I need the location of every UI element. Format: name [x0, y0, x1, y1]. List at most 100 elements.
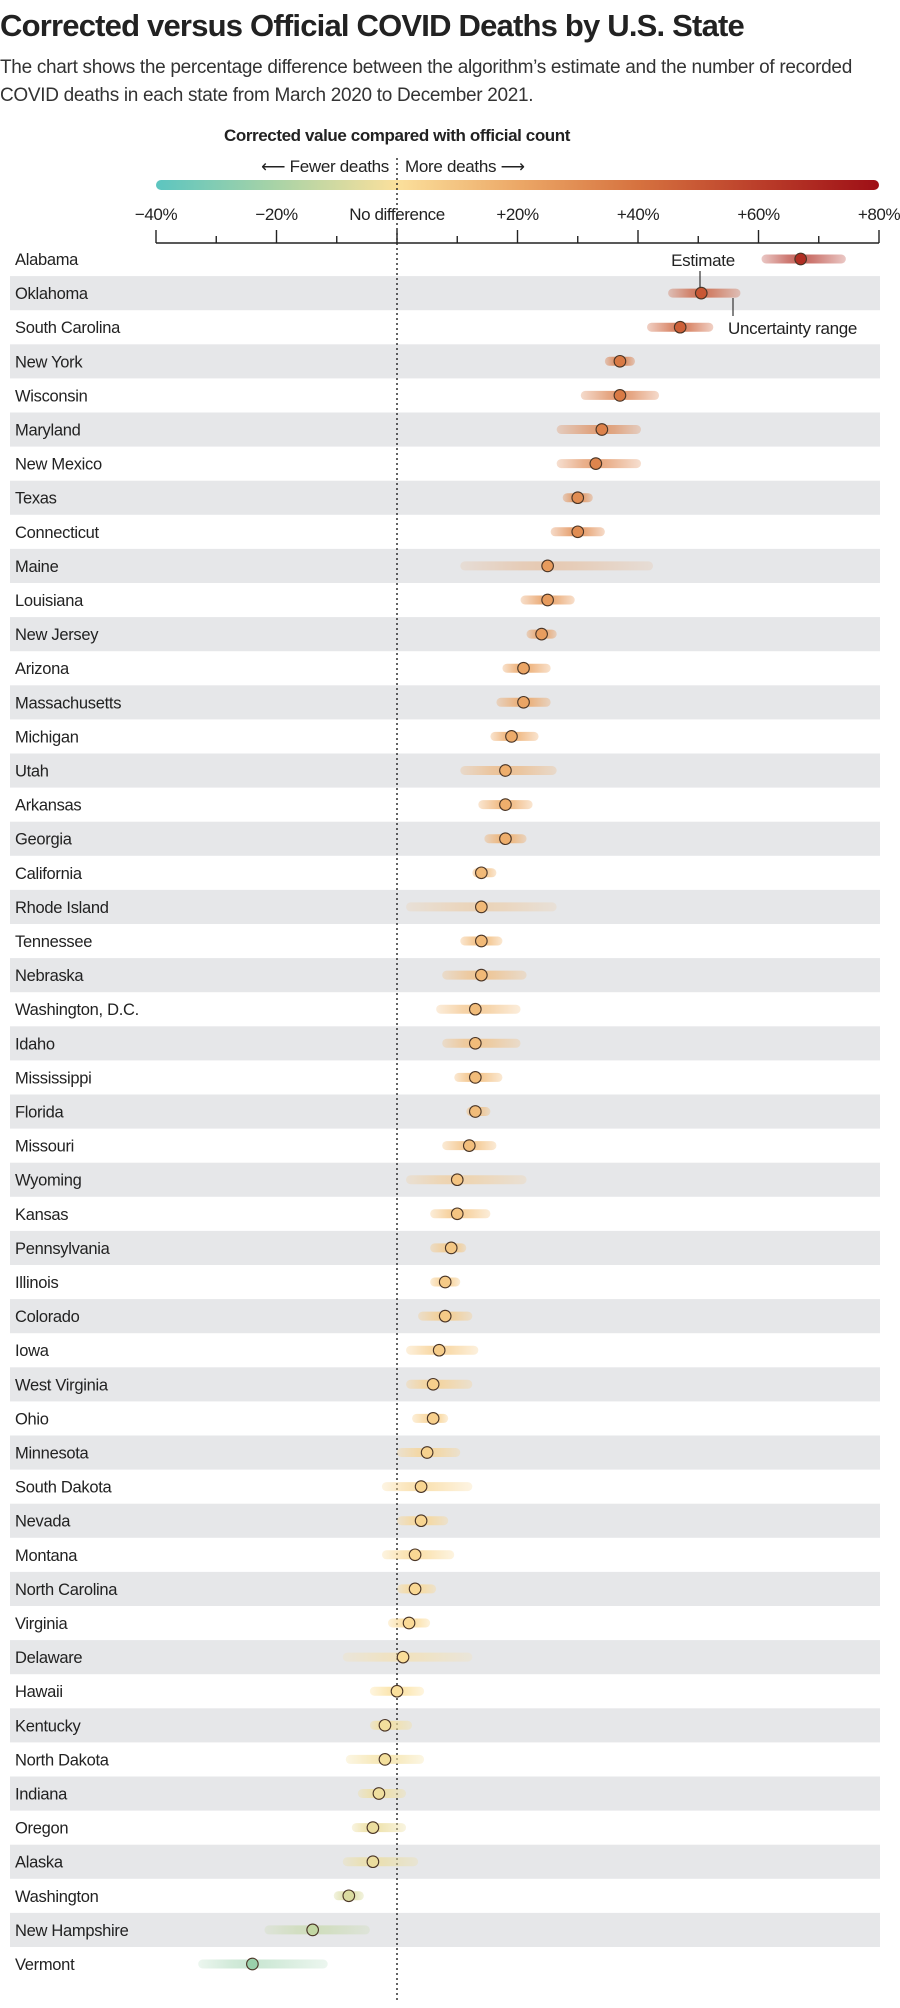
- state-row: Mississippi: [15, 1069, 503, 1087]
- state-label: Maine: [15, 558, 59, 576]
- state-row: Colorado: [15, 1308, 473, 1326]
- state-label: Wyoming: [15, 1172, 82, 1190]
- state-label: South Dakota: [15, 1479, 113, 1497]
- state-label: Wisconsin: [15, 387, 88, 405]
- estimate-dot: [613, 389, 627, 402]
- state-row: New Jersey: [15, 626, 557, 644]
- state-row: Idaho: [15, 1035, 521, 1053]
- state-label: Massachusetts: [15, 694, 121, 712]
- state-label: Mississippi: [15, 1069, 91, 1087]
- estimate-dot: [468, 1071, 482, 1084]
- estimate-dot: [589, 457, 603, 470]
- state-label: Tennessee: [15, 933, 92, 951]
- state-label: Illinois: [15, 1274, 59, 1292]
- estimate-dot: [438, 1309, 452, 1323]
- annotation-estimate-label: Estimate: [671, 251, 735, 270]
- estimate-dot: [246, 1957, 259, 1971]
- state-row: Minnesota: [15, 1445, 461, 1463]
- state-row: Maine: [15, 558, 654, 576]
- estimate-dot: [396, 1650, 410, 1664]
- state-row: South Dakota: [15, 1479, 473, 1497]
- estimate-dot: [378, 1718, 392, 1732]
- estimate-dot: [462, 1139, 476, 1152]
- estimate-dot: [402, 1616, 416, 1630]
- estimate-dot: [366, 1855, 380, 1869]
- annotation-uncertainty-label: Uncertainty range: [728, 319, 857, 338]
- state-row: Kentucky: [15, 1717, 413, 1735]
- state-label: Connecticut: [15, 524, 100, 542]
- x-axis: −40% −20% No difference +20% +40% +60% +80%: [135, 205, 900, 244]
- state-row: Iowa: [15, 1342, 479, 1360]
- state-row: Georgia: [15, 831, 527, 849]
- state-label: Pennsylvania: [15, 1240, 111, 1258]
- state-row: Pennsylvania: [15, 1240, 467, 1258]
- estimate-dot: [390, 1684, 404, 1698]
- estimate-dot: [535, 627, 548, 641]
- row-band: [10, 548, 880, 583]
- axis-tick-label: −40%: [135, 205, 178, 224]
- state-row: Connecticut: [15, 524, 605, 542]
- state-row: Tennessee: [15, 933, 503, 951]
- state-label: Alabama: [15, 251, 79, 269]
- state-label: Montana: [15, 1547, 78, 1565]
- state-row: Montana: [15, 1547, 455, 1565]
- legend-fewer-deaths: ⟵ Fewer deaths: [261, 157, 389, 176]
- estimate-dot: [571, 491, 585, 505]
- estimate-dot: [450, 1173, 464, 1187]
- state-label: Rhode Island: [15, 899, 109, 917]
- state-row: Texas: [15, 490, 593, 508]
- row-band: [10, 1708, 880, 1743]
- chart-subtitle: The chart shows the percentage differenc…: [0, 57, 852, 106]
- estimate-dot: [414, 1480, 428, 1493]
- state-row: New York: [15, 353, 635, 371]
- state-row: Maryland: [15, 422, 642, 440]
- row-band: [10, 276, 880, 311]
- estimate-dot: [475, 934, 488, 948]
- annotation-uncertainty: Uncertainty range: [728, 298, 857, 338]
- axis-tick-label: −20%: [255, 205, 298, 224]
- state-label: Washington: [15, 1888, 99, 1906]
- estimate-dot: [517, 661, 530, 675]
- state-label: West Virginia: [15, 1376, 109, 1394]
- legend-title: Corrected value compared with official c…: [224, 126, 571, 145]
- axis-tick-label: +20%: [496, 205, 539, 224]
- estimate-dot: [420, 1446, 434, 1459]
- state-row: North Carolina: [15, 1581, 437, 1599]
- estimate-dot: [468, 1105, 482, 1118]
- state-row: Michigan: [15, 728, 539, 746]
- row-band: [10, 1571, 880, 1606]
- estimate-dot: [571, 525, 585, 539]
- row-band: [10, 412, 880, 447]
- state-row: Rhode Island: [15, 899, 557, 917]
- state-label: Delaware: [15, 1649, 82, 1667]
- uncertainty-range-bar: [198, 1959, 328, 1969]
- state-row: Missouri: [15, 1138, 497, 1156]
- uncertainty-range-bar: [460, 561, 654, 571]
- state-label: Alaska: [15, 1854, 64, 1872]
- estimate-dot: [541, 559, 554, 573]
- state-label: Arkansas: [15, 797, 81, 815]
- estimate-dot: [541, 593, 554, 607]
- chart-title: Corrected versus Official COVID Deaths b…: [0, 8, 745, 43]
- state-label: Maryland: [15, 422, 81, 440]
- state-row: Alabama: [15, 251, 846, 269]
- state-label: Nebraska: [15, 967, 84, 985]
- row-band: [10, 821, 880, 856]
- estimate-dot: [499, 832, 512, 846]
- state-row: Wyoming: [15, 1172, 527, 1190]
- state-label: Arizona: [15, 660, 70, 678]
- state-label: New Hampshire: [15, 1922, 129, 1940]
- state-label: Louisiana: [15, 592, 84, 610]
- state-row: Massachusetts: [15, 694, 551, 712]
- state-label: Ohio: [15, 1410, 49, 1428]
- estimate-dot: [372, 1787, 386, 1800]
- estimate-dot: [366, 1821, 380, 1834]
- state-row: Oklahoma: [15, 285, 741, 303]
- state-row: New Hampshire: [15, 1922, 370, 1940]
- row-band: [10, 480, 880, 515]
- estimate-dot: [426, 1377, 440, 1391]
- estimate-dot: [673, 320, 687, 334]
- estimate-dot: [342, 1889, 356, 1903]
- row-band: [10, 1912, 880, 1947]
